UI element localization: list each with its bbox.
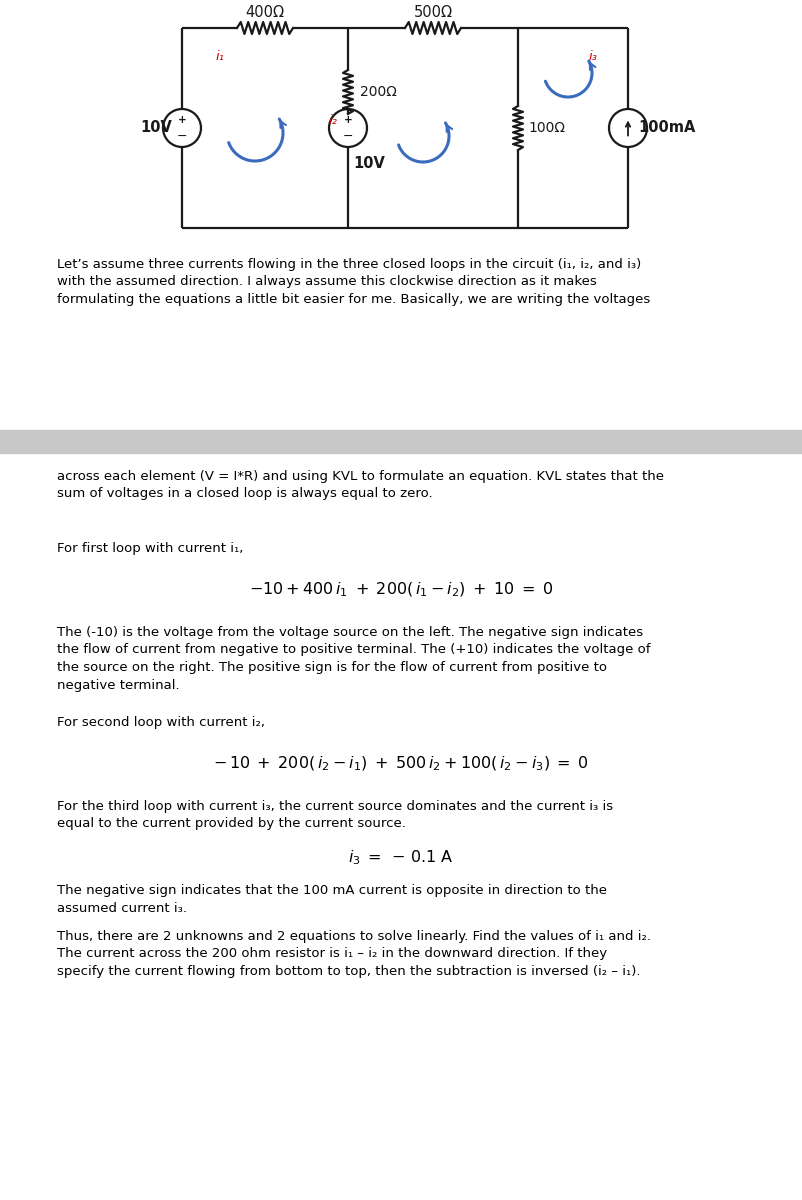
Text: For second loop with current i₂,: For second loop with current i₂, [57,716,265,728]
Text: 200Ω: 200Ω [360,85,397,98]
Text: 100mA: 100mA [638,120,695,136]
Text: The (-10) is the voltage from the voltage source on the left. The negative sign : The (-10) is the voltage from the voltag… [57,626,643,638]
Text: with the assumed direction. I always assume this clockwise direction as it makes: with the assumed direction. I always ass… [57,276,597,288]
Text: the source on the right. The positive sign is for the flow of current from posit: the source on the right. The positive si… [57,661,607,674]
Text: $-\,10 \;+\; 200(\,i_2 - i_1) \;+\; 500\,i_2 + 100(\,i_2 - i_3) \;=\; 0$: $-\,10 \;+\; 200(\,i_2 - i_1) \;+\; 500\… [213,755,589,773]
Text: −: − [342,130,353,143]
Text: i₁: i₁ [216,49,225,62]
Text: +: + [343,115,352,125]
Text: For first loop with current i₁,: For first loop with current i₁, [57,542,243,554]
Text: Let’s assume three currents flowing in the three closed loops in the circuit (i₁: Let’s assume three currents flowing in t… [57,258,642,271]
Text: 400Ω: 400Ω [245,5,285,20]
Bar [0,430,802,452]
Text: The negative sign indicates that the 100 mA current is opposite in direction to : The negative sign indicates that the 100… [57,884,607,898]
Text: the flow of current from negative to positive terminal. The (+10) indicates the : the flow of current from negative to pos… [57,643,650,656]
Text: assumed current i₃.: assumed current i₃. [57,901,187,914]
Text: across each element (V = I*R) and using KVL to formulate an equation. KVL states: across each element (V = I*R) and using … [57,470,664,482]
Text: The current across the 200 ohm resistor is i₁ – i₂ in the downward direction. If: The current across the 200 ohm resistor … [57,948,607,960]
Text: −: − [176,130,187,143]
Text: negative terminal.: negative terminal. [57,678,180,691]
Text: $-10 + 400\,i_1 \;+\; 200(\,i_1 - i_2) \;+\; 10 \;=\; 0$: $-10 + 400\,i_1 \;+\; 200(\,i_1 - i_2) \… [249,581,553,599]
Text: equal to the current provided by the current source.: equal to the current provided by the cur… [57,817,406,830]
Text: For the third loop with current i₃, the current source dominates and the current: For the third loop with current i₃, the … [57,800,613,814]
Text: specify the current flowing from bottom to top, then the subtraction is inversed: specify the current flowing from bottom … [57,965,641,978]
Text: 10V: 10V [140,120,172,136]
Text: 500Ω: 500Ω [414,5,452,20]
Text: i₃: i₃ [589,49,597,62]
Text: sum of voltages in a closed loop is always equal to zero.: sum of voltages in a closed loop is alwa… [57,487,432,500]
Text: formulating the equations a little bit easier for me. Basically, we are writing : formulating the equations a little bit e… [57,293,650,306]
Text: +: + [177,115,186,125]
Text: $i_3 \;=\; -\,0.1\;\mathrm{A}$: $i_3 \;=\; -\,0.1\;\mathrm{A}$ [348,848,454,866]
Text: 100Ω: 100Ω [528,121,565,134]
Text: i₂: i₂ [329,114,338,126]
Text: Thus, there are 2 unknowns and 2 equations to solve linearly. Find the values of: Thus, there are 2 unknowns and 2 equatio… [57,930,651,943]
Text: 10V: 10V [353,156,385,170]
